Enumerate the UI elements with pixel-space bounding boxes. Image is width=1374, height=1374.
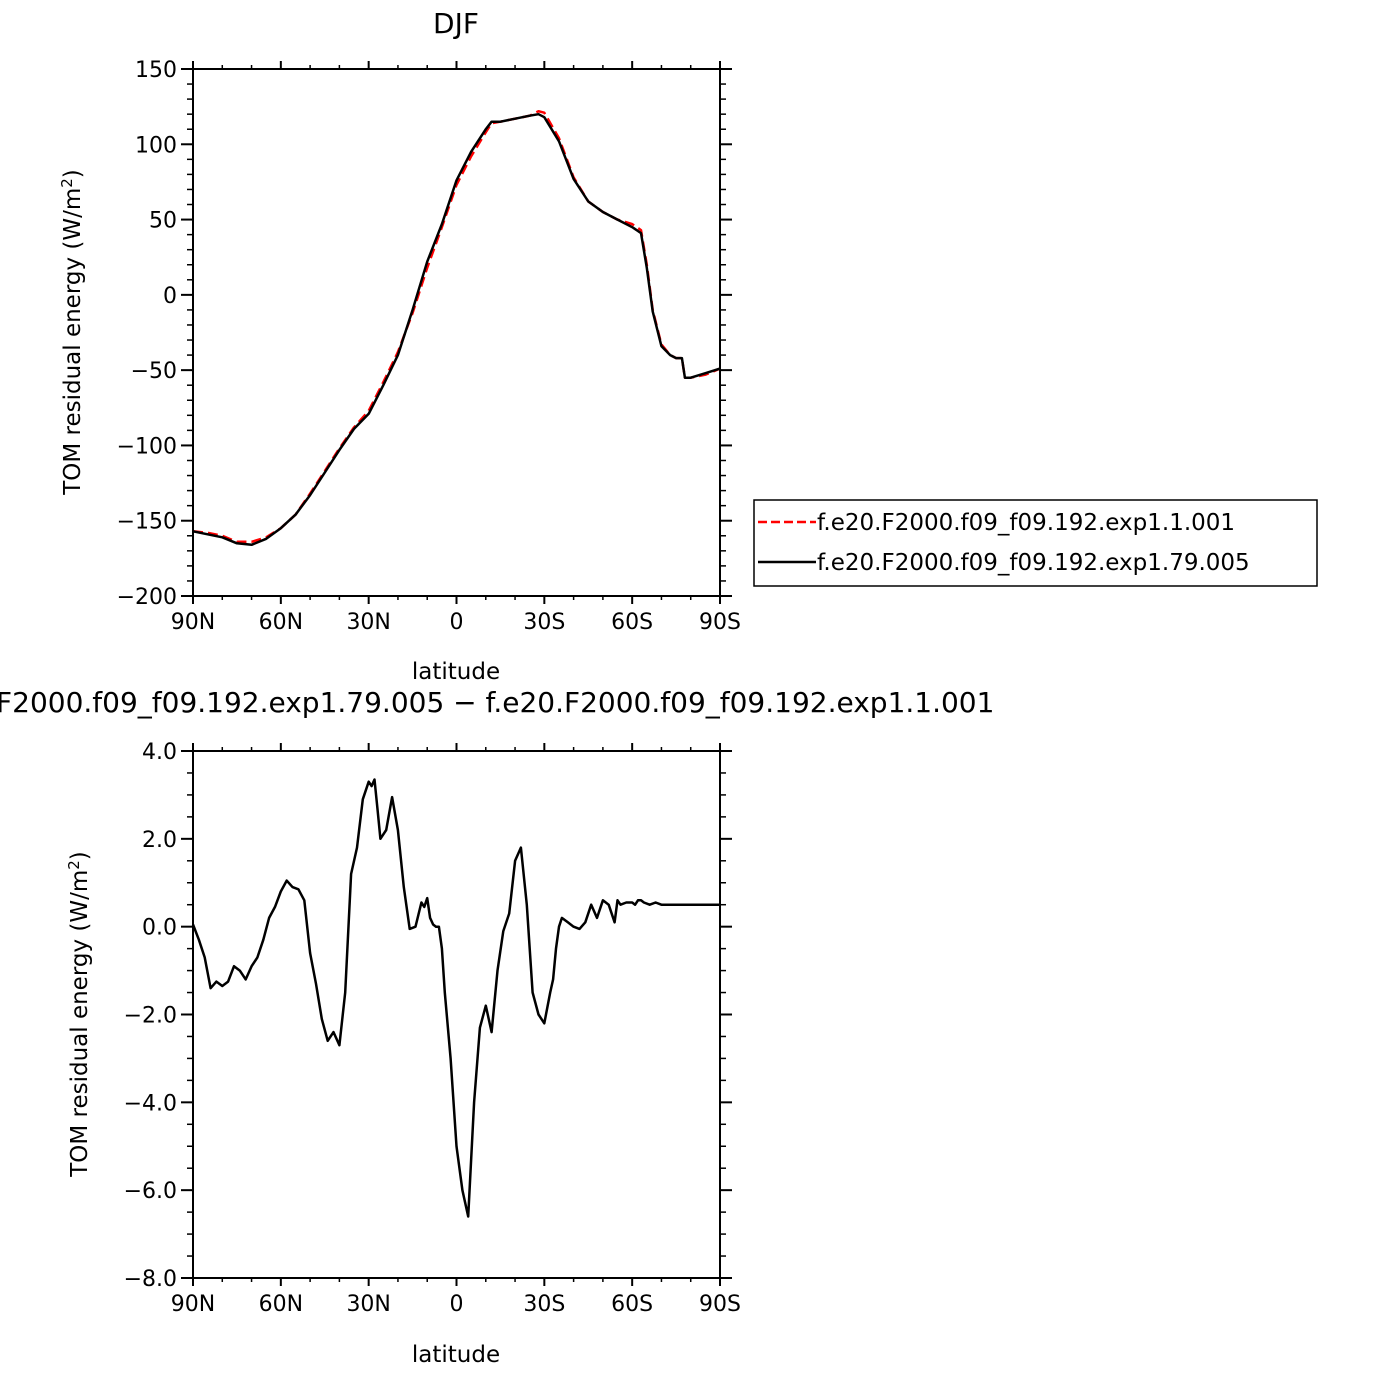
top-plot-frame	[192, 68, 721, 597]
legend-entry-2: f.e20.F2000.f09_f09.192.exp1.79.005	[817, 550, 1250, 576]
legend-box	[753, 499, 1318, 587]
bottom-y-tick-label: −2.0	[124, 1004, 177, 1029]
bottom-x-axis-label: latitude	[412, 1342, 500, 1368]
top-x-tick-label: 60S	[611, 610, 653, 635]
top-y-axis-label: TOM residual energy (W/m2)	[58, 169, 86, 496]
bottom-y-tick-label: −4.0	[124, 1091, 177, 1116]
bottom-x-tick-label: 30N	[346, 1292, 390, 1317]
bottom-x-tick-label: 90S	[699, 1292, 741, 1317]
top-y-tick-label: 0	[163, 284, 177, 309]
top-y-tick-label: −50	[131, 359, 177, 384]
legend-entry-1: f.e20.F2000.f09_f09.192.exp1.1.001	[817, 510, 1235, 536]
bottom-axis-ticks: 90N 60N 30N 0 30S 60S 90S 4.0 2.0 0.0 −2.0 −4.0 −6.0…	[124, 740, 741, 1317]
bottom-y-tick-label: −8.0	[124, 1267, 177, 1292]
bottom-panel: f.e20.F2000.f09_f09.192.exp1.79.005 − f.…	[0, 686, 994, 1368]
bottom-y-tick-label: −6.0	[124, 1179, 177, 1204]
bottom-x-tick-label: 60S	[611, 1292, 653, 1317]
top-y-tick-label: −200	[117, 585, 177, 610]
bottom-y-tick-label: 0.0	[142, 916, 177, 941]
top-series-line-1	[192, 109, 721, 544]
bottom-series-line-1	[191, 778, 720, 1218]
legend: f.e20.F2000.f09_f09.192.exp1.1.001 f.e20…	[753, 499, 1318, 587]
top-x-tick-label: 0	[450, 610, 464, 635]
bottom-chart-title: f.e20.F2000.f09_f09.192.exp1.79.005 − f.…	[0, 686, 994, 719]
top-series-lines	[192, 109, 721, 547]
top-x-axis-label: latitude	[412, 659, 500, 685]
top-y-tick-label: 100	[135, 133, 177, 158]
bottom-plot-frame	[192, 750, 721, 1279]
bottom-y-axis-label: TOM residual energy (W/m2)	[65, 851, 93, 1178]
bottom-y-axis-label-close: )	[67, 851, 93, 860]
bottom-x-tick-label: 30S	[523, 1292, 565, 1317]
top-axis-ticks: 90N 60N 30N 0 30S 60S 90S 150 100 50 0 −50 −100 −150 −…	[117, 58, 741, 635]
top-series-line-2	[192, 112, 721, 547]
top-x-tick-label: 30S	[523, 610, 565, 635]
bottom-y-tick-label: 4.0	[142, 740, 177, 765]
bottom-x-tick-label: 90N	[171, 1292, 215, 1317]
top-y-axis-label-main: TOM residual energy (W/m	[60, 188, 86, 496]
bottom-x-tick-label: 0	[450, 1292, 464, 1317]
bottom-y-axis-label-sup: 2	[65, 860, 83, 870]
top-x-tick-label: 90N	[171, 610, 215, 635]
top-y-tick-label: −100	[117, 434, 177, 459]
top-x-tick-label: 90S	[699, 610, 741, 635]
top-chart-title: DJF	[433, 7, 479, 40]
top-y-tick-label: 50	[149, 209, 177, 234]
top-y-tick-label: −150	[117, 510, 177, 535]
top-x-tick-label: 30N	[346, 610, 390, 635]
bottom-y-tick-label: 2.0	[142, 828, 177, 853]
top-x-tick-label: 60N	[259, 610, 303, 635]
bottom-series-lines	[191, 778, 720, 1218]
top-y-tick-label: 150	[135, 58, 177, 83]
top-panel: DJF latitude TOM residual energy (W/m2) …	[58, 7, 741, 685]
bottom-y-axis-label-main: TOM residual energy (W/m	[67, 870, 93, 1178]
top-y-axis-label-sup: 2	[58, 178, 76, 188]
bottom-x-tick-label: 60N	[259, 1292, 303, 1317]
top-y-axis-label-close: )	[60, 169, 86, 178]
